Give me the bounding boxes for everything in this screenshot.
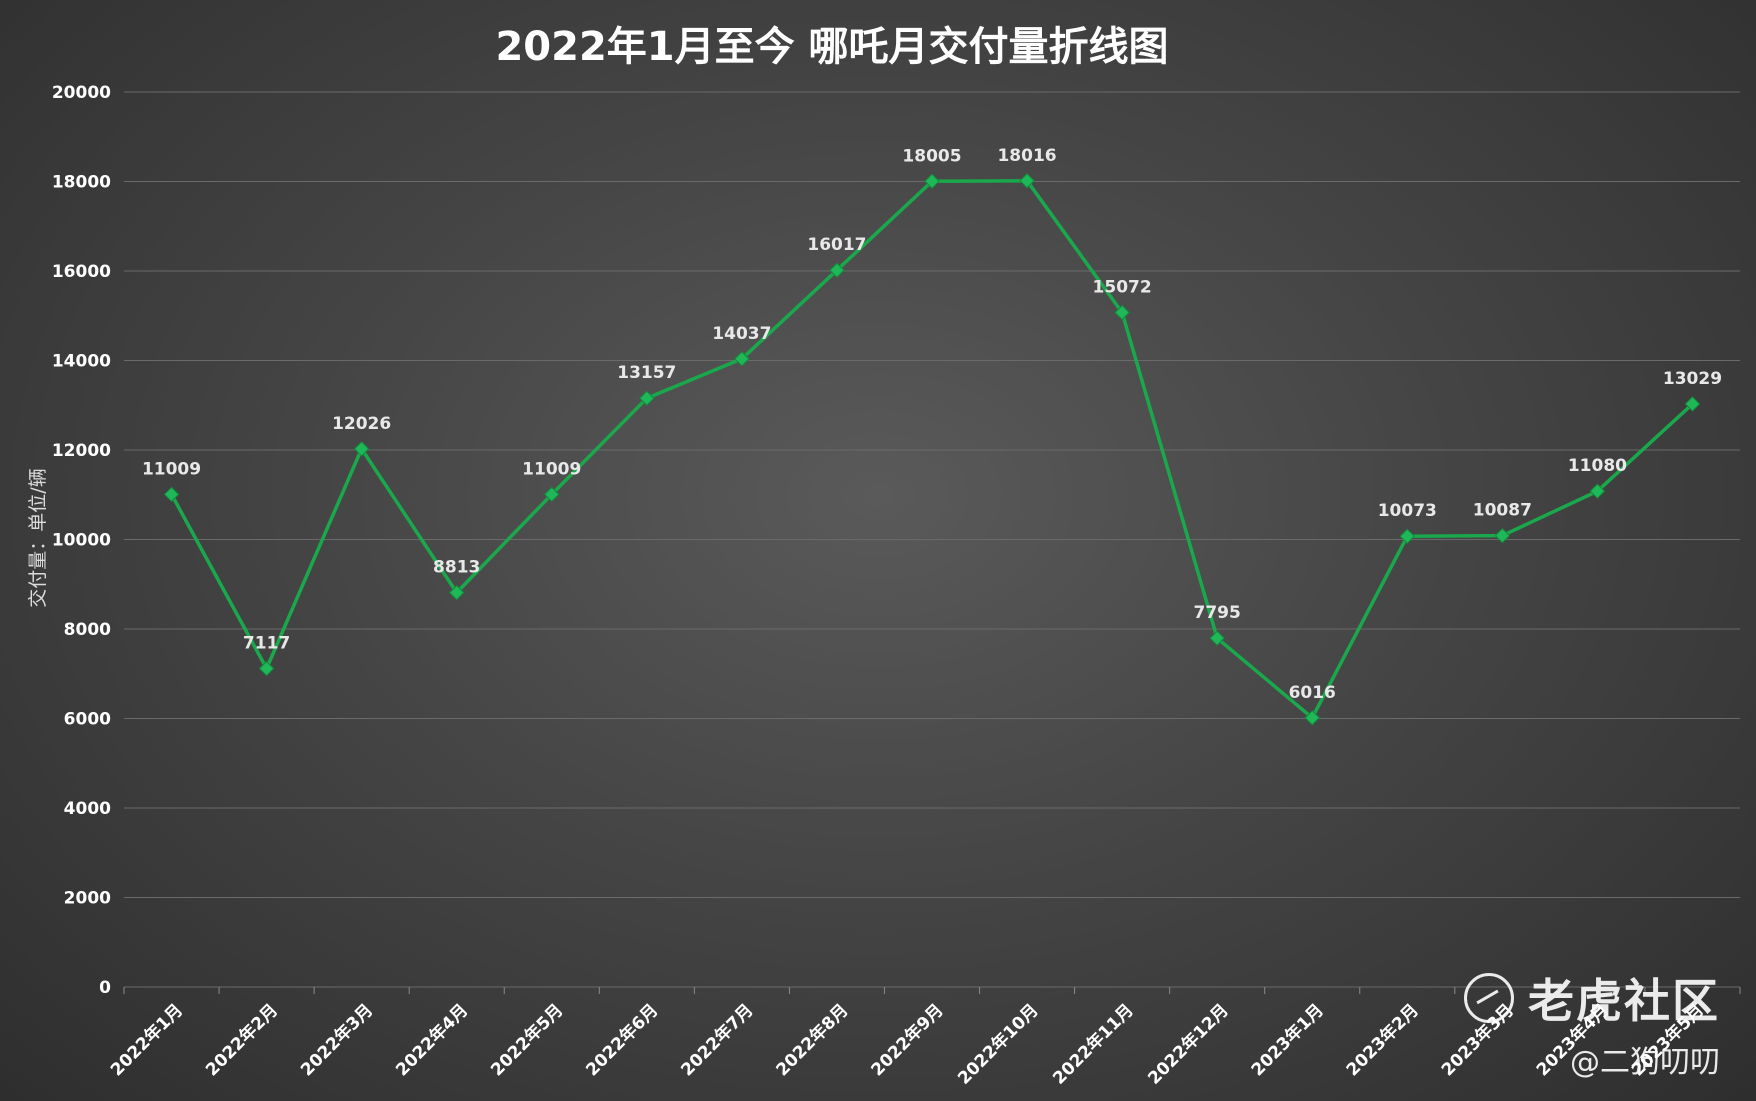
- x-tick-label: 2022年12月: [1144, 1000, 1233, 1089]
- y-axis: 0 2000 4000 6000 8000 10000 12000 14000 16000 180…: [52, 83, 111, 998]
- watermark: 老虎社区 @二狗叨叨: [1464, 965, 1720, 1081]
- y-tick-label: 2000: [64, 889, 111, 909]
- data-point-marker: [258, 660, 275, 677]
- data-point-marker: [1684, 396, 1701, 412]
- data-label: 18016: [997, 146, 1056, 166]
- chart-title: 2022年1月至今 哪吒月交付量折线图: [495, 24, 1169, 70]
- data-label: 11009: [522, 459, 581, 479]
- data-point-marker: [639, 390, 655, 406]
- x-tick-label: 2022年4月: [392, 1000, 473, 1081]
- data-label: 10073: [1378, 501, 1437, 521]
- x-tick-label: 2022年9月: [867, 1000, 948, 1081]
- y-tick-label: 10000: [52, 531, 111, 551]
- data-point-marker: [353, 441, 370, 457]
- data-point-marker: [1399, 528, 1416, 544]
- tiger-community-logo-icon: [1464, 973, 1514, 1023]
- data-point-marker: [448, 584, 465, 601]
- x-tick-label: 2022年7月: [677, 1000, 758, 1081]
- data-point-marker: [1304, 710, 1320, 726]
- series-line: [169, 179, 1694, 720]
- x-tick-label: 2022年6月: [582, 1000, 663, 1081]
- data-point-marker: [829, 262, 845, 278]
- data-point-marker: [1114, 304, 1130, 321]
- data-point-marker: [1209, 630, 1225, 646]
- data-point-marker: [163, 486, 180, 503]
- watermark-brand: 老虎社区: [1528, 974, 1720, 1028]
- data-point-marker: [924, 173, 940, 189]
- series-line-group: [169, 179, 1694, 720]
- data-label: 7795: [1194, 603, 1241, 623]
- data-label: 16017: [807, 235, 866, 255]
- y-tick-label: 18000: [52, 173, 111, 193]
- watermark-user: @二狗叨叨: [1570, 1045, 1720, 1080]
- data-point-marker: [1494, 527, 1511, 544]
- data-label: 6016: [1289, 683, 1336, 703]
- data-label: 18005: [902, 146, 961, 166]
- x-tick-label: 2023年2月: [1342, 1000, 1423, 1081]
- x-tick-label: 2022年10月: [954, 1000, 1043, 1089]
- x-tick-label: 2022年5月: [487, 1000, 568, 1081]
- data-label: 13157: [617, 363, 676, 383]
- y-tick-label: 6000: [64, 710, 111, 730]
- grid-lines: [124, 91, 1740, 988]
- data-label: 11009: [142, 459, 201, 479]
- y-tick-label: 12000: [52, 441, 111, 461]
- marker-group: [163, 173, 1701, 726]
- data-label: 7117: [243, 634, 290, 654]
- data-label: 14037: [712, 324, 771, 344]
- data-label-group: 11009 7117 12026 8813 11009 13157 14037 16017 18…: [142, 146, 1722, 703]
- data-label: 8813: [433, 558, 480, 578]
- x-tick-label: 2023年1月: [1247, 1000, 1328, 1081]
- x-tick-label: 2022年11月: [1049, 1000, 1138, 1089]
- data-label: 15072: [1093, 278, 1152, 298]
- data-label: 12026: [332, 414, 391, 434]
- y-tick-label: 4000: [64, 799, 111, 819]
- y-tick-label: 0: [99, 978, 111, 998]
- y-axis-title: 交付量：单位/辆: [27, 468, 49, 607]
- data-label: 10087: [1473, 501, 1532, 521]
- data-point-marker: [734, 351, 750, 367]
- y-tick-label: 20000: [52, 83, 111, 103]
- x-tick-label: 2022年8月: [772, 1000, 853, 1081]
- x-tick-label: 2022年2月: [201, 1000, 282, 1081]
- y-tick-label: 16000: [52, 262, 111, 282]
- x-tick-label: 2022年3月: [296, 1000, 377, 1081]
- data-point-marker: [544, 486, 560, 503]
- data-label: 13029: [1663, 369, 1722, 389]
- watermark-brand-row: 老虎社区: [1464, 965, 1720, 1031]
- y-tick-label: 14000: [52, 352, 111, 372]
- data-label: 11080: [1568, 456, 1627, 476]
- data-point-marker: [1589, 483, 1606, 499]
- data-point-marker: [1019, 173, 1035, 189]
- x-tick-label: 2022年1月: [106, 1000, 187, 1081]
- y-tick-label: 8000: [64, 620, 111, 640]
